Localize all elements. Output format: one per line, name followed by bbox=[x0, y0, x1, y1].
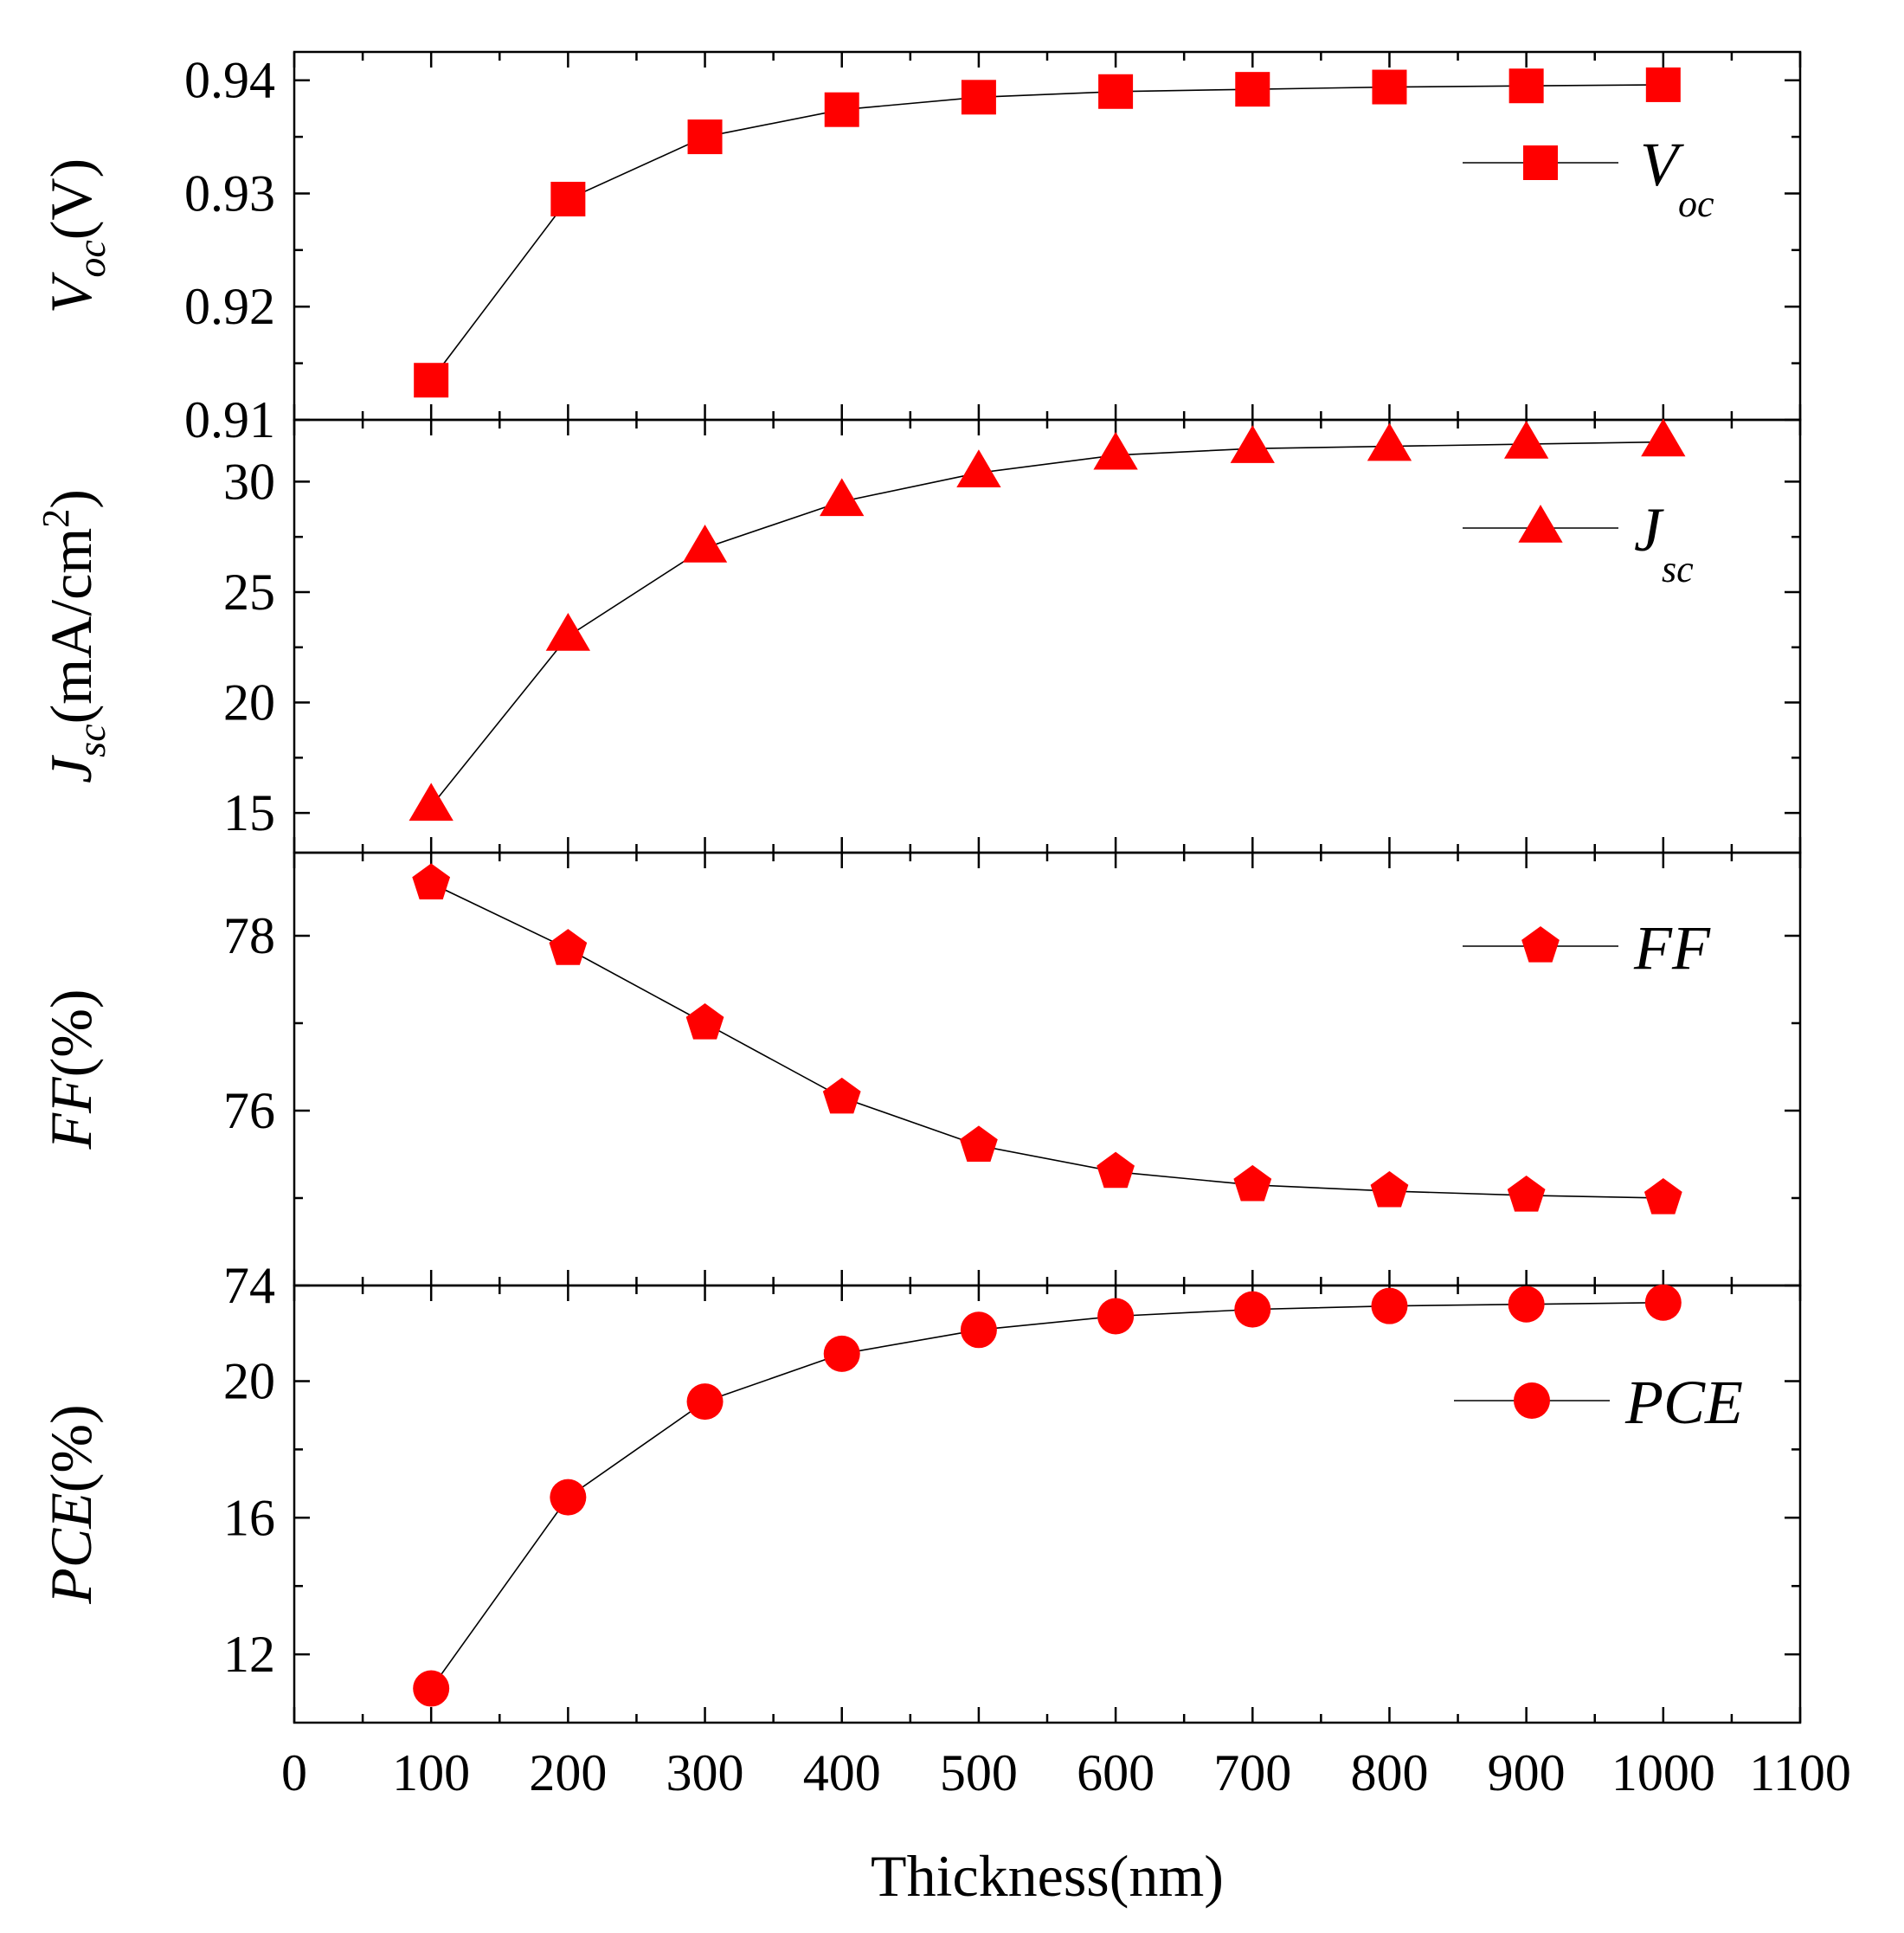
x-axis: 0 100 200 300 400 500 600 700 800 900 1000 1100 Thic… bbox=[281, 1744, 1851, 1909]
jsc-series-line bbox=[430, 441, 1663, 807]
x-tick-label: 400 bbox=[803, 1744, 881, 1801]
panel-ff: 74 76 78 FF FF(%) bbox=[38, 851, 1802, 1314]
voc-point bbox=[1098, 74, 1134, 109]
pce-point bbox=[1371, 1287, 1408, 1324]
x-tick-label: 500 bbox=[940, 1744, 1018, 1801]
ff-point bbox=[1233, 1164, 1272, 1202]
jsc-ytick-label: 20 bbox=[223, 674, 275, 731]
ff-point bbox=[1097, 1151, 1135, 1189]
pce-ytick-label: 16 bbox=[223, 1489, 275, 1546]
pce-series-line bbox=[430, 1301, 1663, 1690]
jsc-ytick-label: 30 bbox=[223, 453, 275, 510]
ff-ytick-label: 74 bbox=[223, 1257, 275, 1314]
voc-point bbox=[1235, 72, 1270, 107]
jsc-ytick-label: 15 bbox=[223, 784, 275, 841]
ff-legend-marker bbox=[1521, 926, 1560, 963]
x-axis-title: Thickness(nm) bbox=[871, 1843, 1224, 1909]
jsc-point bbox=[1093, 431, 1138, 470]
voc-series-line bbox=[430, 84, 1663, 381]
pce-ytick-label: 12 bbox=[223, 1626, 275, 1683]
voc-legend-marker bbox=[1523, 145, 1558, 180]
ff-ytick-label: 76 bbox=[223, 1082, 275, 1139]
pce-point bbox=[823, 1335, 860, 1372]
jsc-point bbox=[1367, 422, 1412, 461]
jsc-point bbox=[1641, 418, 1686, 457]
pce-ytick-label: 20 bbox=[223, 1352, 275, 1409]
x-tick-label: 0 bbox=[281, 1744, 307, 1801]
jsc-legend-marker bbox=[1518, 505, 1563, 543]
x-tick-label: 800 bbox=[1350, 1744, 1428, 1801]
ff-point bbox=[1643, 1177, 1682, 1215]
pce-point bbox=[1097, 1298, 1135, 1335]
ff-point bbox=[822, 1077, 861, 1114]
pce-point bbox=[960, 1311, 997, 1349]
jsc-plot-frame bbox=[293, 418, 1802, 854]
jsc-legend-label: Jsc bbox=[1634, 495, 1694, 590]
jsc-point bbox=[1503, 421, 1549, 459]
pce-ylabel: PCE(%) bbox=[38, 1404, 104, 1604]
ff-ytick-label: 78 bbox=[223, 907, 275, 964]
voc-point bbox=[824, 92, 859, 127]
voc-ytick-label: 0.92 bbox=[184, 278, 275, 335]
panel-voc: 0.91 0.92 0.93 0.94 Voc Voc(V) bbox=[38, 50, 1802, 448]
x-tick-label: 300 bbox=[666, 1744, 744, 1801]
voc-ytick-label: 0.91 bbox=[184, 391, 275, 448]
x-tick-label: 900 bbox=[1488, 1744, 1566, 1801]
pce-point bbox=[686, 1383, 724, 1421]
voc-point bbox=[1645, 67, 1681, 102]
jsc-point bbox=[408, 783, 453, 822]
pce-point bbox=[1508, 1285, 1545, 1323]
voc-point bbox=[550, 182, 586, 216]
x-tick-label: 700 bbox=[1213, 1744, 1291, 1801]
voc-ylabel: Voc(V) bbox=[38, 158, 113, 313]
ff-point bbox=[685, 1002, 724, 1040]
ff-point bbox=[549, 929, 588, 965]
jsc-point bbox=[956, 449, 1001, 487]
ff-point bbox=[1370, 1170, 1409, 1208]
ff-point bbox=[1507, 1175, 1546, 1212]
pce-point bbox=[550, 1479, 587, 1516]
voc-ytick-label: 0.94 bbox=[184, 52, 275, 109]
voc-point bbox=[1508, 68, 1544, 104]
pce-plot-frame bbox=[293, 1284, 1802, 1724]
jsc-point bbox=[1230, 425, 1275, 463]
voc-point bbox=[687, 119, 723, 155]
ff-ylabel: FF(%) bbox=[38, 989, 104, 1150]
panel-jsc: 15 20 25 30 Jsc Jsc(mA/cm2) bbox=[35, 418, 1802, 854]
x-tick-label: 200 bbox=[529, 1744, 607, 1801]
x-tick-label: 600 bbox=[1077, 1744, 1155, 1801]
jsc-point bbox=[545, 613, 591, 651]
panel-pce: 12 16 20 PCE PCE(%) bbox=[38, 1284, 1802, 1724]
pce-point bbox=[1644, 1284, 1682, 1321]
pce-legend-marker bbox=[1514, 1382, 1550, 1419]
x-tick-label: 1000 bbox=[1611, 1744, 1715, 1801]
x-tick-label: 100 bbox=[392, 1744, 470, 1801]
ff-legend-label: FF bbox=[1633, 913, 1711, 983]
voc-point bbox=[1372, 69, 1407, 105]
jsc-ylabel: Jsc(mA/cm2) bbox=[35, 489, 113, 783]
jsc-ytick-label: 25 bbox=[223, 564, 275, 621]
ff-series-line bbox=[430, 882, 1663, 1199]
jsc-point bbox=[820, 478, 865, 517]
ff-plot-frame bbox=[293, 851, 1802, 1287]
jsc-point bbox=[682, 524, 728, 563]
voc-plot-frame bbox=[293, 50, 1802, 422]
pce-point bbox=[413, 1670, 450, 1707]
pce-legend-label: PCE bbox=[1624, 1368, 1743, 1437]
x-tick-label: 1100 bbox=[1749, 1744, 1851, 1801]
voc-point bbox=[414, 363, 449, 398]
ff-point bbox=[960, 1125, 998, 1162]
voc-ytick-label: 0.93 bbox=[184, 164, 275, 222]
pce-point bbox=[1234, 1291, 1271, 1328]
voc-point bbox=[961, 80, 996, 115]
voc-legend-label: Voc bbox=[1640, 130, 1714, 225]
ff-point bbox=[412, 863, 451, 899]
